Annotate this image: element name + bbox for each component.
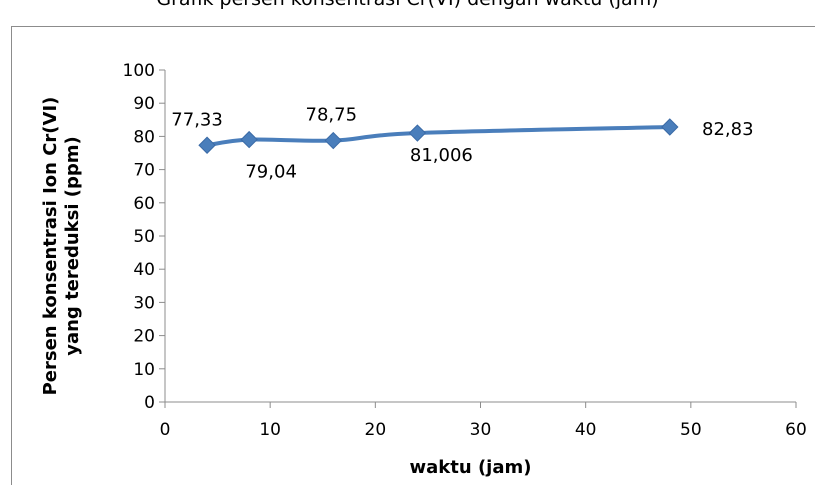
x-axis-title: waktu (jam) [410, 457, 532, 478]
x-tick-label: 10 [259, 420, 281, 440]
series-group [198, 118, 679, 154]
data-point-marker [198, 136, 216, 154]
x-tick-label: 40 [575, 420, 597, 440]
y-tick-label: 50 [133, 227, 155, 247]
x-tick-label: 50 [680, 420, 702, 440]
series-line [206, 125, 670, 148]
data-point-marker [324, 131, 342, 150]
data-label: 82,83 [702, 119, 754, 140]
data-point-marker [408, 124, 427, 142]
y-tick-label: 0 [144, 393, 155, 413]
y-axis-title-line: yang tereduksi (ppm) [62, 136, 83, 356]
y-tick-label: 100 [123, 61, 155, 81]
y-tick-label: 20 [133, 327, 155, 347]
data-label: 78,75 [306, 105, 358, 126]
x-ticks: 0 10 20 30 40 50 60 [160, 402, 807, 440]
x-tick-label: 20 [365, 420, 387, 440]
chart-title: Grafik persen konsentrasi Cr(VI) dengan … [0, 0, 815, 10]
data-point-marker [240, 130, 258, 149]
x-tick-label: 0 [160, 420, 171, 440]
data-label: 81,006 [410, 145, 473, 166]
y-tick-label: 60 [133, 194, 155, 214]
y-tick-label: 10 [133, 360, 155, 380]
y-tick-label: 70 [133, 161, 155, 181]
y-tick-label: 40 [133, 260, 155, 280]
data-labels: 77,33 79,04 78,75 81,006 82,83 [171, 105, 753, 183]
y-axis-title: Persen konsentrasi Ion Cr(VI)yang teredu… [40, 97, 83, 396]
data-point-marker [661, 118, 679, 136]
data-label: 77,33 [171, 109, 223, 130]
chart-frame [11, 26, 815, 485]
y-tick-label: 30 [133, 293, 155, 313]
data-label: 79,04 [245, 162, 297, 183]
x-tick-label: 60 [785, 420, 807, 440]
y-tick-label: 80 [133, 127, 155, 147]
y-tick-label: 90 [133, 94, 155, 114]
y-ticks: 0 10 20 30 40 50 60 70 80 90 100 [123, 61, 165, 413]
y-axis-title-line: Persen konsentrasi Ion Cr(VI) [40, 97, 61, 396]
x-tick-label: 30 [470, 420, 492, 440]
